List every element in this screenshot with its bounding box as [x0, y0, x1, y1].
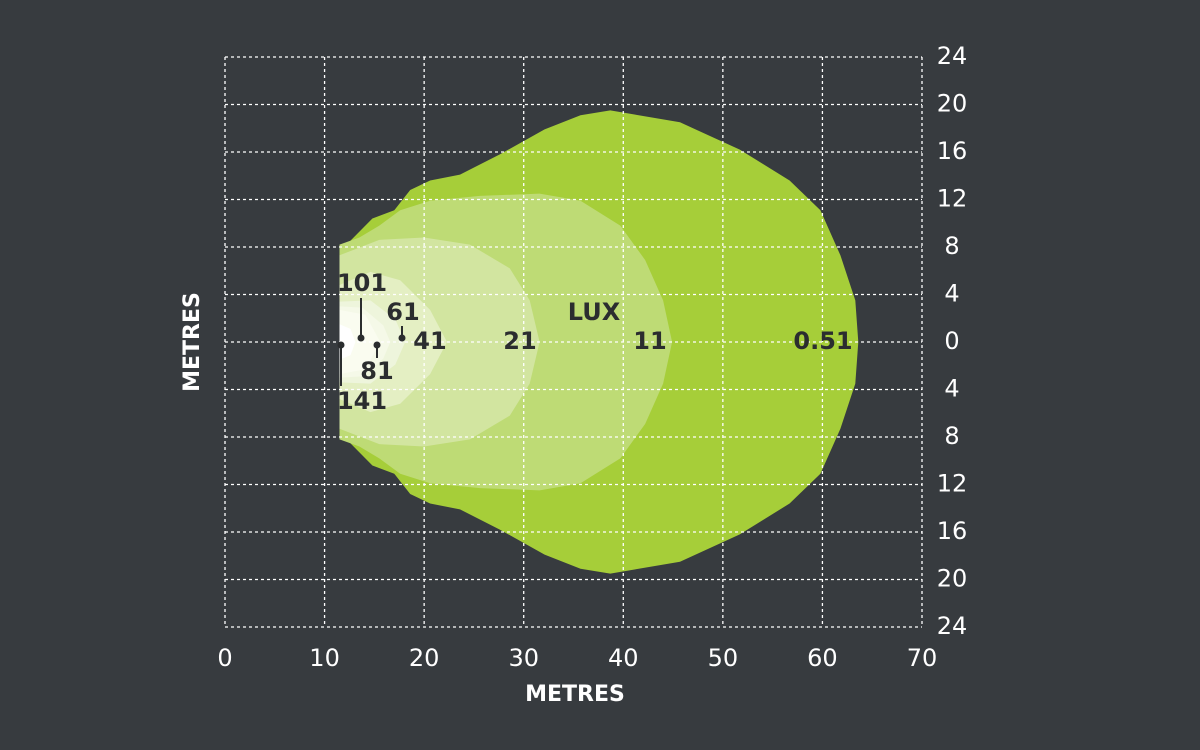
y-tick-label: 16 [937, 137, 968, 165]
y-tick-label: 12 [937, 185, 968, 213]
contour-label: 41 [413, 327, 446, 355]
x-tick-label: 70 [907, 644, 938, 672]
callout-dot [337, 341, 345, 349]
x-tick-label: 40 [608, 644, 639, 672]
y-tick-label: 20 [937, 90, 968, 118]
y-tick-label: 4 [944, 375, 959, 403]
contour-label: 141 [337, 387, 387, 415]
y-axis-title: METRES [180, 292, 205, 392]
callout-dot [357, 334, 365, 342]
x-tick-label: 50 [708, 644, 739, 672]
contour-label: 21 [503, 327, 536, 355]
x-tick-label: 20 [409, 644, 440, 672]
y-tick-label: 20 [937, 565, 968, 593]
callout-dot [373, 341, 381, 349]
y-tick-label: 24 [937, 612, 968, 640]
y-tick-label: 8 [944, 422, 959, 450]
y-tick-label: 4 [944, 280, 959, 308]
unit-label: LUX [568, 298, 621, 326]
y-tick-label: 8 [944, 232, 959, 260]
contour-label: 101 [337, 269, 387, 297]
y-tick-label: 0 [944, 327, 959, 355]
y-tick-label: 16 [937, 517, 968, 545]
y-tick-label: 12 [937, 470, 968, 498]
contour-label: 0.51 [793, 327, 852, 355]
contour-label: 61 [386, 298, 419, 326]
x-axis-title: METRES [525, 682, 625, 707]
callout-dot [398, 334, 406, 342]
x-tick-label: 60 [807, 644, 838, 672]
x-tick-label: 10 [309, 644, 340, 672]
contour-label: 11 [633, 327, 666, 355]
y-tick-label: 24 [937, 42, 968, 70]
x-tick-label: 0 [217, 644, 232, 672]
x-tick-label: 30 [508, 644, 539, 672]
contour-label: 81 [360, 357, 393, 385]
